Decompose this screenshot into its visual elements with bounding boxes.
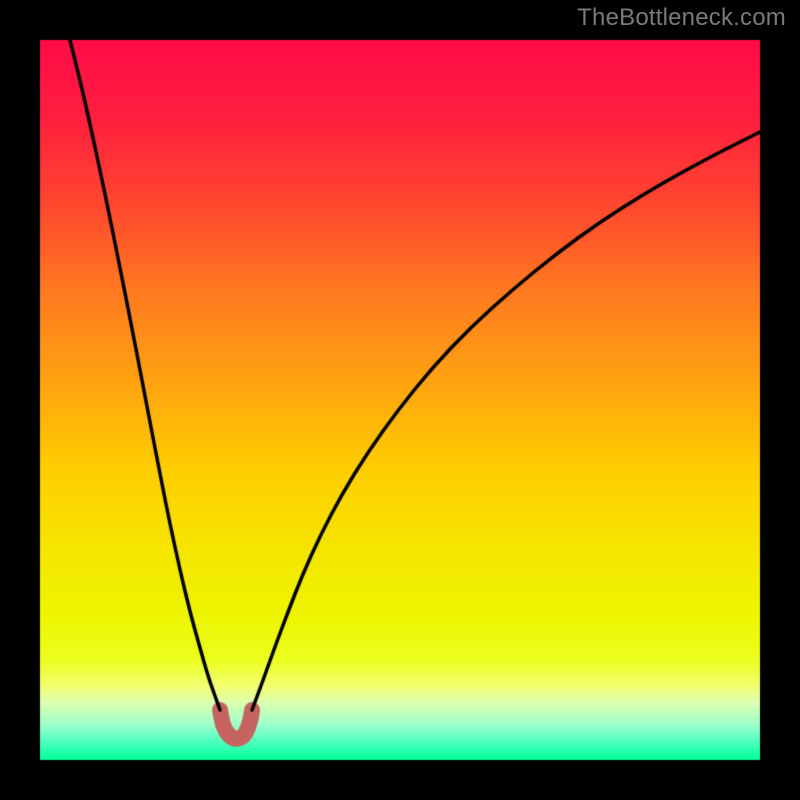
- bottleneck-chart-canvas: [0, 0, 800, 800]
